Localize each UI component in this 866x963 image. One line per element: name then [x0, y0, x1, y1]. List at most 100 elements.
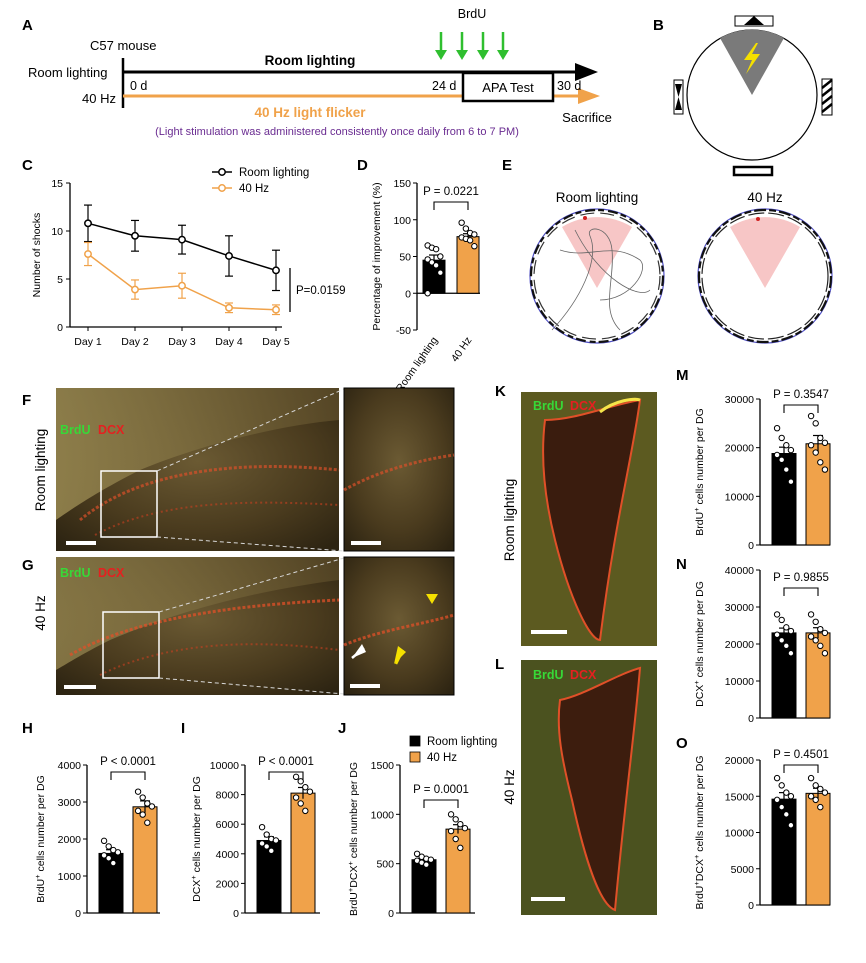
y-tick-label: 0: [75, 908, 81, 920]
individual-point: [787, 446, 795, 454]
individual-point: [783, 466, 790, 473]
p-value-label: P = 0.0001: [413, 784, 469, 796]
y-tick-label: 1000: [58, 871, 82, 883]
individual-point: [432, 262, 440, 269]
individual-point: [292, 773, 300, 781]
side-label-g: 40 Hz: [33, 595, 48, 631]
significance-bracket: [783, 587, 819, 596]
significance-bracket: [110, 771, 146, 780]
x-category-label: 40 Hz: [449, 335, 475, 364]
individual-point: [100, 837, 108, 845]
individual-point: [297, 778, 304, 785]
brdu-day: 24 d: [432, 79, 456, 93]
data-point: [84, 219, 92, 228]
panel-letter-b: B: [653, 17, 664, 34]
y-tick-label: 15000: [725, 791, 754, 803]
panel-letter-a: A: [22, 17, 33, 34]
start-day: 0 d: [130, 79, 147, 93]
y-tick-label: 20000: [725, 755, 754, 767]
individual-point: [783, 811, 790, 818]
y-tick-label: 1500: [371, 760, 395, 772]
zoom-box-f: [100, 470, 158, 538]
room-timeline-arrowhead: [575, 63, 598, 81]
p-value-label: P = 0.3547: [773, 389, 829, 401]
bar-40hz: [805, 792, 831, 906]
chart-h: 0 1000 2000 3000 4000 BrdU+ cells number per …: [33, 756, 160, 920]
data-point: [178, 235, 186, 244]
y-tick-label: 0: [748, 900, 754, 912]
individual-point: [821, 466, 829, 473]
individual-point: [268, 847, 275, 855]
individual-point: [457, 821, 464, 828]
zoom-box-g: [102, 611, 160, 679]
bar-40hz: [445, 828, 471, 914]
y-tick-label: 3000: [58, 797, 82, 809]
panel-letter-m: M: [676, 367, 689, 384]
track-title-room: Room lighting: [556, 190, 639, 205]
individual-point: [783, 789, 790, 796]
individual-point: [817, 785, 824, 793]
x-tick-label: Day 4: [215, 336, 243, 348]
individual-point: [812, 420, 819, 427]
x-tick-label: Day 2: [121, 336, 149, 348]
y-tick-label: 30000: [725, 602, 754, 614]
individual-point: [812, 618, 819, 625]
panel-j: J 0 500 1000 1500 BrdU+DCX+ cells number per…: [338, 720, 497, 920]
sacrifice-label: Sacrifice: [562, 110, 612, 125]
individual-point: [812, 782, 819, 789]
y-tick-label: 5000: [731, 864, 755, 876]
y-tick-label: 40000: [725, 565, 754, 577]
data-point: [225, 252, 233, 260]
individual-point: [139, 794, 146, 801]
significance-bracket: [423, 799, 459, 808]
p-value-label: P < 0.0001: [258, 756, 314, 768]
individual-point: [773, 631, 781, 638]
y-tick-label: 0: [57, 322, 63, 334]
stain-red-l: DCX: [570, 668, 597, 682]
arrowhead-icon: [426, 594, 438, 604]
panel-g: G BrdU DCX 40 Hz: [22, 556, 455, 696]
flicker-timeline-arrowhead: [578, 88, 600, 104]
scale-bar-g-zoom: [350, 684, 380, 688]
individual-point: [787, 793, 795, 800]
group-room-label: Room lighting: [28, 65, 108, 80]
individual-point: [292, 794, 300, 801]
legend-label: Room lighting: [427, 736, 497, 748]
individual-point: [302, 807, 309, 815]
room-line-label: Room lighting: [265, 53, 356, 68]
y-tick-label: 20000: [725, 639, 754, 651]
panel-letter-k: K: [495, 383, 506, 400]
track-room: [529, 208, 665, 344]
y-tick-label: 5: [57, 274, 63, 286]
individual-point: [812, 796, 819, 804]
individual-point: [821, 629, 829, 637]
y-tick-label: 10000: [725, 676, 754, 688]
p-value-label: P = 0.0221: [423, 186, 479, 198]
individual-point: [812, 449, 819, 456]
individual-point: [437, 253, 444, 260]
y-tick-label: 0: [388, 908, 394, 920]
individual-point: [471, 243, 478, 250]
legend-label: Room lighting: [239, 167, 309, 179]
y-tick-label: 8000: [216, 790, 240, 802]
individual-point: [306, 788, 314, 795]
stain-green-g: BrdU: [60, 566, 91, 580]
chart-j: 0 500 1000 1500 BrdU+DCX+ cells number per D…: [346, 735, 497, 920]
y-tick-label: 0: [748, 713, 754, 725]
individual-point: [821, 650, 829, 657]
y-tick-label: 10000: [725, 828, 754, 840]
mouse-label: C57 mouse: [90, 38, 156, 53]
data-point: [225, 303, 233, 312]
individual-point: [423, 861, 430, 868]
individual-point: [817, 434, 824, 442]
p-value-label: P=0.0159: [296, 285, 346, 297]
panel-letter-i: I: [181, 720, 185, 737]
side-label-f: Room lighting: [33, 429, 48, 512]
y-tick-label: 1000: [371, 809, 395, 821]
individual-point: [263, 831, 270, 838]
significance-bracket: [783, 404, 819, 413]
legend-swatch: [409, 735, 421, 747]
cue-top-triangle: [744, 16, 764, 25]
panel-letter-g: G: [22, 557, 34, 574]
